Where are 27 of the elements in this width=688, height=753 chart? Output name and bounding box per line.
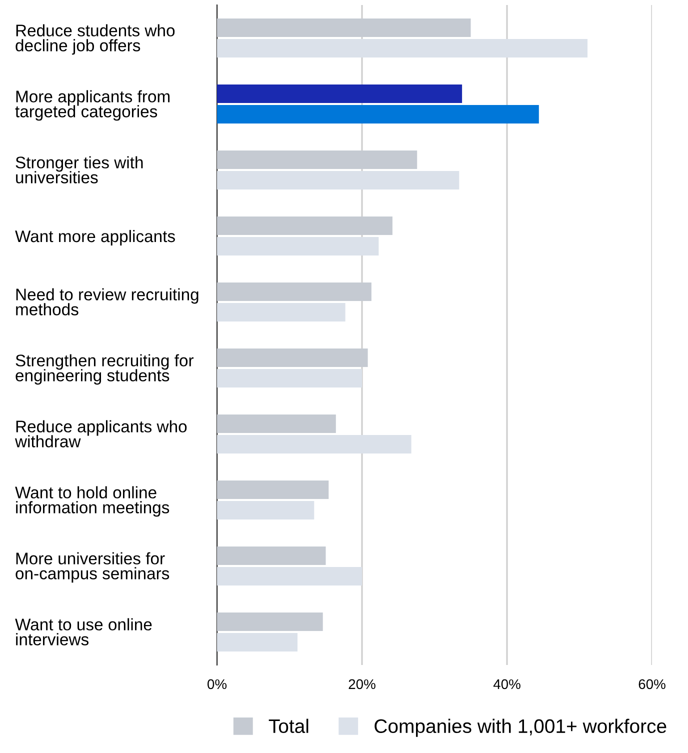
y-tick-label: Need to review recruiting methods <box>16 288 198 316</box>
bar <box>217 302 346 322</box>
y-tick-label: Reduce students who decline job offers <box>16 24 175 55</box>
x-tick-label: 0% <box>208 679 227 690</box>
bar <box>217 632 298 652</box>
x-tick-label: 40% <box>493 679 520 690</box>
bar <box>217 170 460 190</box>
bar <box>217 566 362 586</box>
legend-label: Total <box>268 718 308 734</box>
bar <box>217 104 539 124</box>
y-tick-label: More applicants from targeted categories <box>15 90 170 121</box>
bar <box>217 236 379 256</box>
bar <box>217 368 362 388</box>
bar <box>217 500 314 520</box>
y-tick-label: Want more applicants <box>15 230 175 246</box>
bar <box>217 84 462 104</box>
y-tick-label: Reduce applicants who withdraw <box>14 420 187 448</box>
y-tick-label: More universities for on-campus seminars <box>16 552 170 583</box>
x-tick-label: 20% <box>348 679 376 690</box>
y-tick-label: Strengthen recruiting for engineering students <box>16 354 194 385</box>
bar <box>217 38 588 58</box>
legend-label: Companies with 1,001+ workforce <box>374 718 666 737</box>
bar <box>217 434 412 454</box>
y-tick-label: Want to hold online information meetings <box>15 486 170 517</box>
x-tick-label: 60% <box>638 679 666 690</box>
y-tick-label: Want to use online interviews <box>15 618 152 646</box>
y-tick-label: Stronger ties with universities <box>16 156 143 184</box>
